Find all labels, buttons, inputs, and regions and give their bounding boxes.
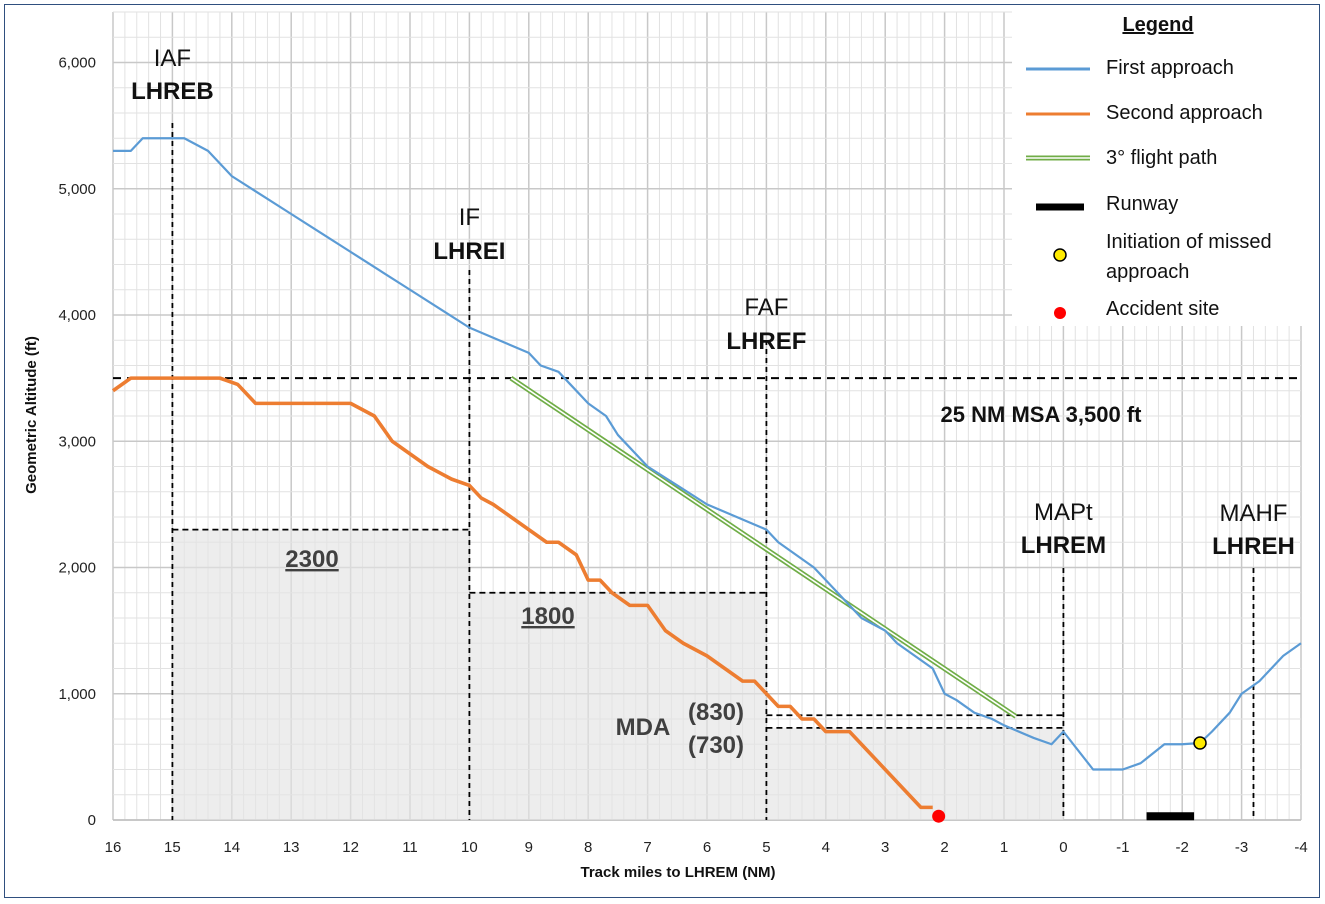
missed-approach-marker bbox=[1193, 736, 1207, 750]
x-tick-label: 0 bbox=[1059, 839, 1067, 856]
x-tick-label: 10 bbox=[461, 839, 478, 856]
legend-label-first: First approach bbox=[1106, 57, 1234, 79]
msa-label: 25 NM MSA 3,500 ft bbox=[941, 402, 1143, 427]
x-tick-label: 5 bbox=[762, 839, 770, 856]
fix-name-mahf: MAHF bbox=[1219, 500, 1287, 527]
x-tick-label: 11 bbox=[402, 839, 418, 856]
x-tick-label: 16 bbox=[105, 839, 122, 856]
min-alt-area-faf-mapt bbox=[766, 727, 1064, 820]
series-first-approach bbox=[113, 137, 1302, 771]
legend-label-missed-line2: approach bbox=[1106, 261, 1189, 283]
fix-code-lhref: LHREF bbox=[726, 328, 806, 355]
min-alt-label-730: (730) bbox=[688, 732, 744, 759]
fix-name-iaf: IAF bbox=[154, 45, 191, 72]
min-alt-label-830: (830) bbox=[688, 699, 744, 726]
x-tick-label: 14 bbox=[223, 839, 240, 856]
min-alt-area-iaf-if bbox=[172, 529, 470, 820]
fix-name-mapt: MAPt bbox=[1034, 499, 1093, 526]
series-flight-path-inner bbox=[510, 377, 1017, 718]
x-tick-label: -1 bbox=[1116, 839, 1129, 856]
guide-lines bbox=[113, 123, 1301, 820]
markers bbox=[932, 736, 1207, 823]
legend-label-missed-line1: Initiation of missed bbox=[1106, 231, 1272, 253]
x-tick-label: 4 bbox=[822, 839, 830, 856]
min-alt-area-if-faf bbox=[469, 592, 767, 820]
x-tick-label: 9 bbox=[525, 839, 533, 856]
x-tick-label: 6 bbox=[703, 839, 711, 856]
legend-swatch-missed bbox=[1053, 248, 1067, 262]
x-axis-title: Track miles to LHREM (NM) bbox=[580, 864, 775, 881]
x-tick-label: 3 bbox=[881, 839, 889, 856]
legend-label-second: Second approach bbox=[1106, 102, 1263, 124]
series-second-approach bbox=[111, 376, 933, 810]
min-altitude-shading bbox=[172, 529, 1064, 820]
legend-swatch-accident bbox=[1054, 307, 1066, 319]
series-group bbox=[111, 137, 1302, 810]
accident-site-marker bbox=[932, 809, 946, 823]
fix-code-lhreh: LHREH bbox=[1212, 533, 1295, 560]
legend-label-path: 3° flight path bbox=[1106, 147, 1217, 169]
x-tick-label: 15 bbox=[164, 839, 181, 856]
x-tick-label: 8 bbox=[584, 839, 592, 856]
legend-label-accident: Accident site bbox=[1106, 298, 1219, 320]
y-tick-label: 0 bbox=[88, 812, 96, 829]
legend: Legend First approach Second approach 3°… bbox=[1012, 8, 1312, 326]
x-tick-label: -2 bbox=[1176, 839, 1189, 856]
x-tick-label: 1 bbox=[1000, 839, 1008, 856]
x-tick-label: -4 bbox=[1294, 839, 1307, 856]
annotations: IAF LHREB IF LHREI FAF LHREF MAPt LHREM MAHF LHRE… bbox=[131, 45, 1295, 759]
mda-label: MDA bbox=[616, 714, 671, 741]
y-tick-label: 3,000 bbox=[58, 433, 96, 450]
min-alt-label-2300: 2300 bbox=[285, 546, 338, 573]
x-tick-label: 2 bbox=[940, 839, 948, 856]
legend-label-runway: Runway bbox=[1106, 193, 1178, 215]
y-tick-label: 1,000 bbox=[58, 686, 96, 703]
x-tick-label: 12 bbox=[342, 839, 359, 856]
x-tick-label: 13 bbox=[283, 839, 300, 856]
y-tick-label: 4,000 bbox=[58, 307, 96, 324]
y-tick-label: 5,000 bbox=[58, 181, 96, 198]
x-tick-label: 7 bbox=[643, 839, 651, 856]
fix-code-lhrei: LHREI bbox=[433, 238, 505, 265]
tick-labels: 16 15 14 13 12 11 10 9 8 7 6 5 4 3 2 1 0 -1 -2 -3 -401,0002,… bbox=[58, 55, 1307, 857]
y-axis-title: Geometric Altitude (ft) bbox=[23, 336, 40, 494]
fix-code-lhrem: LHREM bbox=[1021, 532, 1106, 559]
x-tick-label: -3 bbox=[1235, 839, 1248, 856]
legend-box bbox=[1012, 8, 1312, 326]
y-tick-label: 6,000 bbox=[58, 55, 96, 72]
y-tick-label: 2,000 bbox=[58, 560, 96, 577]
min-alt-label-1800: 1800 bbox=[521, 603, 574, 630]
legend-title: Legend bbox=[1122, 14, 1193, 36]
fix-name-faf: FAF bbox=[744, 294, 788, 321]
fix-name-if: IF bbox=[459, 204, 480, 231]
fix-code-lhreb: LHREB bbox=[131, 78, 214, 105]
